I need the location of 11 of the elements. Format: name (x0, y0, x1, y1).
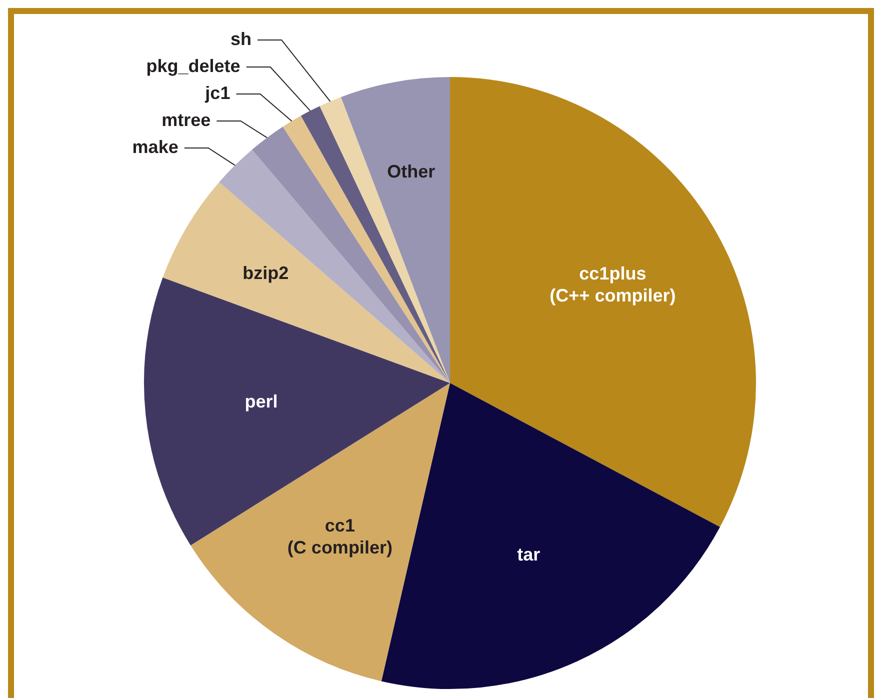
slice-label: tar (517, 544, 540, 565)
slice-label: pkg_delete (146, 56, 240, 76)
slice-label: perl (244, 392, 278, 412)
slice-label: make (132, 136, 178, 157)
slice-label: sh (230, 28, 252, 49)
slice-label: jc1 (204, 82, 230, 103)
slice-label: cc1 (C compiler) (287, 516, 392, 558)
slice-label: Other (387, 161, 436, 182)
slice-label: mtree (162, 110, 211, 130)
slice-label: bzip2 (242, 262, 289, 283)
slice-label: cc1plus (C++ compiler) (550, 263, 676, 306)
